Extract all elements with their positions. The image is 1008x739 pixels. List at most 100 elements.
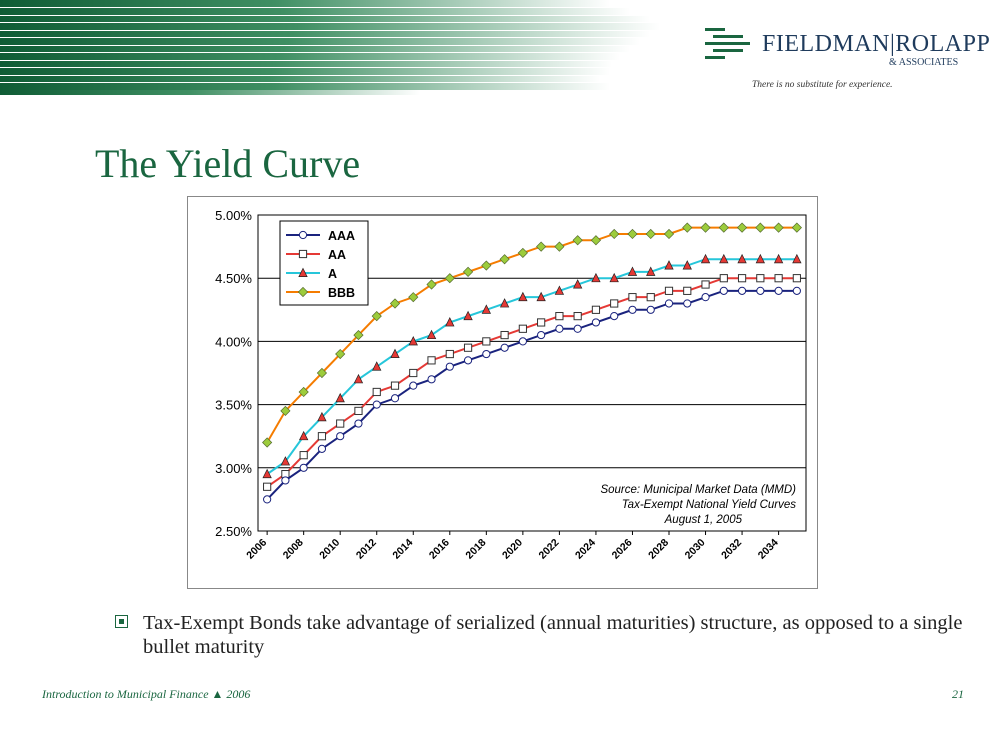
slide-title: The Yield Curve — [95, 141, 361, 186]
x-tick-label: 2022 — [537, 537, 562, 562]
data-point-marker — [591, 272, 601, 283]
data-point-marker — [482, 337, 491, 346]
data-point-marker — [736, 222, 748, 233]
data-point-marker — [280, 456, 291, 466]
legend-label: A — [328, 267, 337, 281]
data-point-marker — [517, 247, 528, 259]
data-point-marker — [756, 286, 765, 295]
data-point-marker — [482, 349, 491, 359]
data-point-marker — [336, 419, 345, 428]
data-point-marker — [664, 299, 674, 308]
header-stripe — [0, 38, 640, 45]
x-tick-label: 2026 — [610, 537, 635, 562]
data-point-marker — [262, 468, 272, 479]
data-point-marker — [755, 253, 765, 264]
data-point-marker — [462, 266, 474, 277]
header-stripe — [0, 8, 630, 15]
source-annotation-line: Source: Municipal Market Data (MMD) — [600, 484, 796, 496]
data-point-marker — [774, 286, 783, 295]
data-point-marker — [317, 411, 327, 422]
data-point-marker — [718, 222, 729, 233]
y-tick-label: 5.00% — [215, 208, 252, 223]
data-point-marker — [664, 260, 674, 270]
data-point-marker — [664, 286, 674, 295]
data-point-marker — [299, 451, 308, 460]
data-point-marker — [299, 430, 309, 441]
data-point-marker — [353, 373, 364, 384]
data-point-marker — [536, 241, 547, 252]
y-tick-label: 3.00% — [215, 461, 252, 476]
x-tick-label: 2008 — [281, 537, 306, 562]
data-point-marker — [792, 253, 802, 264]
data-point-marker — [371, 311, 382, 322]
data-point-marker — [335, 392, 345, 403]
x-tick-label: 2016 — [427, 537, 452, 562]
data-point-marker — [426, 279, 437, 290]
data-point-marker — [390, 381, 400, 390]
data-point-marker — [444, 273, 455, 284]
data-point-marker — [555, 324, 564, 333]
data-point-marker — [683, 286, 692, 295]
x-tick-label: 2012 — [354, 537, 379, 562]
data-point-marker — [372, 400, 381, 409]
data-point-marker — [573, 312, 582, 321]
data-point-marker — [756, 274, 765, 283]
data-point-marker — [317, 432, 327, 441]
data-point-marker — [281, 476, 290, 485]
data-point-marker — [463, 356, 473, 365]
data-point-marker — [792, 286, 801, 295]
data-point-marker — [427, 375, 436, 384]
header-stripe — [0, 0, 610, 7]
data-point-marker — [573, 279, 583, 289]
data-point-marker — [408, 292, 419, 303]
data-point-marker — [682, 260, 692, 270]
x-tick-label: 2010 — [317, 537, 342, 562]
data-point-marker — [389, 298, 401, 309]
data-point-marker — [481, 260, 492, 271]
header-stripe — [0, 31, 650, 37]
data-point-marker — [298, 230, 308, 240]
data-point-marker — [627, 266, 638, 276]
data-point-marker — [646, 305, 655, 314]
data-point-marker — [499, 298, 510, 308]
x-tick-label: 2018 — [463, 537, 488, 562]
data-point-marker — [298, 267, 308, 277]
x-tick-label: 2032 — [719, 537, 744, 562]
y-tick-label: 2.50% — [215, 524, 252, 539]
data-point-marker — [610, 299, 619, 308]
legend-label: BBB — [328, 286, 355, 300]
data-point-marker — [646, 266, 656, 276]
data-point-marker — [299, 463, 308, 472]
x-tick-label: 2006 — [244, 537, 269, 562]
x-tick-label: 2014 — [390, 537, 415, 562]
data-point-marker — [445, 362, 454, 371]
y-tick-label: 3.50% — [215, 398, 252, 413]
data-point-marker — [463, 310, 473, 321]
data-point-marker — [628, 305, 637, 314]
data-point-marker — [682, 222, 693, 233]
data-point-marker — [646, 293, 655, 302]
data-point-marker — [737, 286, 747, 295]
data-point-marker — [427, 356, 436, 365]
data-point-marker — [518, 324, 527, 333]
data-point-marker — [737, 274, 747, 283]
data-point-marker — [317, 444, 327, 453]
data-point-marker — [409, 368, 418, 378]
data-point-marker — [297, 286, 309, 298]
data-point-marker — [481, 304, 491, 314]
data-point-marker — [500, 343, 509, 352]
y-tick-label: 4.00% — [215, 334, 252, 349]
data-point-marker — [409, 381, 418, 390]
data-point-marker — [774, 274, 783, 283]
logo-mark-icon — [705, 28, 750, 59]
data-point-marker — [426, 329, 437, 340]
chart-svg: 2.50% 3.00% 3.50% 4.00% 4.50% 5.00% 2006 2008 20… — [215, 208, 807, 562]
x-tick-label: 2030 — [683, 537, 708, 562]
header-stripe — [0, 46, 630, 52]
data-point-marker — [591, 318, 601, 327]
data-point-marker — [701, 293, 710, 302]
data-point-marker — [445, 317, 455, 327]
x-tick-label: 2024 — [573, 537, 598, 562]
data-point-marker — [298, 249, 308, 259]
